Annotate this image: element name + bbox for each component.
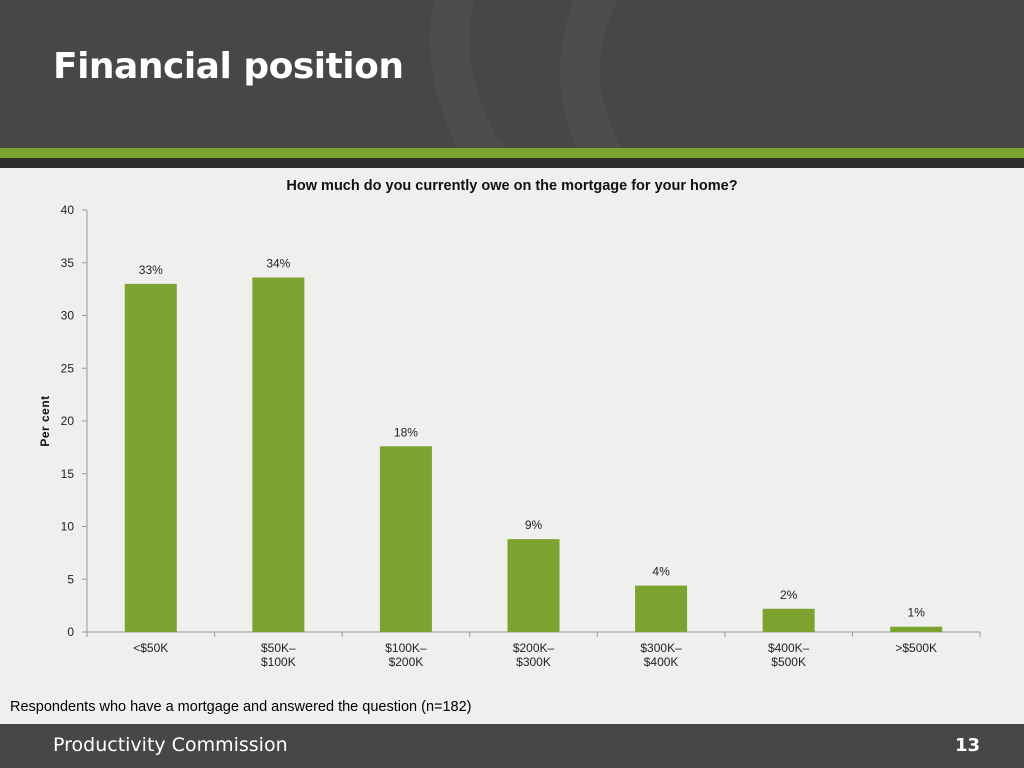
y-tick-label: 15 — [61, 467, 75, 481]
y-tick-label: 10 — [61, 520, 75, 534]
bar — [762, 608, 815, 632]
page-number: 13 — [954, 735, 980, 756]
bar — [379, 446, 432, 632]
data-label: 33% — [139, 263, 163, 277]
bar — [252, 277, 305, 632]
footnote: Respondents who have a mortgage and answ… — [10, 699, 472, 715]
x-tick-label: >$500K — [895, 641, 937, 655]
data-label: 18% — [394, 425, 418, 439]
y-tick-label: 0 — [67, 625, 74, 639]
accent-stripe — [0, 148, 1024, 158]
x-tick-label: $200K– $300K — [513, 641, 555, 669]
y-tick-label: 35 — [61, 256, 75, 270]
chart-title: How much do you currently owe on the mor… — [286, 178, 738, 194]
slide-footer: Productivity Commission 13 — [0, 724, 1024, 768]
x-tick-label: $300K– $400K — [640, 641, 682, 669]
data-label: 1% — [908, 606, 926, 620]
data-label: 34% — [266, 257, 290, 271]
y-tick-label: 20 — [61, 414, 75, 428]
x-tick-label: $100K– $200K — [385, 641, 427, 669]
y-tick-label: 30 — [61, 309, 75, 323]
x-tick-label: $50K– $100K — [261, 641, 296, 669]
header-divider — [0, 158, 1024, 168]
data-label: 4% — [652, 565, 670, 579]
x-tick-label: <$50K — [133, 641, 168, 655]
slide-header: Financial position — [0, 0, 1024, 148]
y-tick-label: 40 — [61, 203, 75, 217]
footer-organization: Productivity Commission — [53, 734, 288, 756]
page-title: Financial position — [53, 46, 404, 87]
x-tick-label: $400K– $500K — [768, 641, 810, 669]
bar-chart: 0 5 10 15 20 25 30 35 40 Per cent 33% <$50K 34% $50K–… — [38, 203, 981, 669]
y-tick-label: 5 — [67, 572, 74, 586]
bar — [124, 283, 177, 632]
bar — [635, 585, 688, 632]
bar — [890, 626, 943, 632]
data-label: 9% — [525, 518, 543, 532]
y-axis-label: Per cent — [38, 395, 52, 446]
data-label: 2% — [780, 588, 798, 602]
y-tick-label: 25 — [61, 361, 75, 375]
bar — [507, 539, 560, 632]
